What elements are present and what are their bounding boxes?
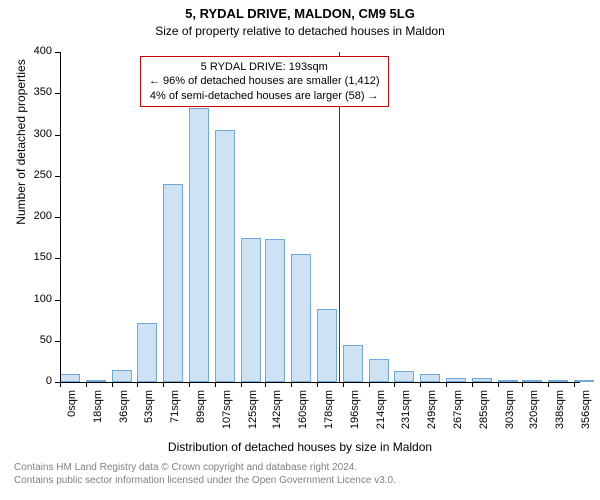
y-tick-label: 50 xyxy=(0,334,52,346)
y-tick xyxy=(55,135,60,136)
footer-line: Contains HM Land Registry data © Crown c… xyxy=(14,462,357,473)
y-tick xyxy=(55,93,60,94)
y-tick-label: 0 xyxy=(0,375,52,387)
x-tick xyxy=(137,382,138,387)
y-tick xyxy=(55,341,60,342)
x-tick xyxy=(189,382,190,387)
footer-line: Contains public sector information licen… xyxy=(14,475,396,486)
histogram-bar xyxy=(215,130,235,382)
histogram-bar xyxy=(317,309,337,382)
y-axis-label: Number of detached properties xyxy=(14,0,28,307)
y-tick xyxy=(55,258,60,259)
x-tick xyxy=(420,382,421,387)
chart-subtitle: Size of property relative to detached ho… xyxy=(0,24,600,38)
annotation-line: ← 96% of detached houses are smaller (1,… xyxy=(149,74,380,88)
histogram-bar xyxy=(420,374,440,382)
x-tick xyxy=(163,382,164,387)
x-tick xyxy=(498,382,499,387)
histogram-bar xyxy=(137,323,157,382)
histogram-bar xyxy=(291,254,311,382)
x-tick xyxy=(548,382,549,387)
x-tick xyxy=(291,382,292,387)
x-tick xyxy=(265,382,266,387)
y-tick xyxy=(55,176,60,177)
y-axis xyxy=(60,52,61,382)
x-tick xyxy=(112,382,113,387)
y-tick xyxy=(55,217,60,218)
y-tick xyxy=(55,300,60,301)
annotation-box: 5 RYDAL DRIVE: 193sqm← 96% of detached h… xyxy=(140,56,389,107)
x-tick xyxy=(317,382,318,387)
x-tick xyxy=(86,382,87,387)
x-axis-label: Distribution of detached houses by size … xyxy=(0,440,600,454)
x-tick xyxy=(343,382,344,387)
x-tick xyxy=(394,382,395,387)
annotation-line: 4% of semi-detached houses are larger (5… xyxy=(149,89,380,103)
histogram-bar xyxy=(163,184,183,382)
x-tick xyxy=(472,382,473,387)
histogram-chart: 5, RYDAL DRIVE, MALDON, CM9 5LG Size of p… xyxy=(0,0,600,500)
histogram-bar xyxy=(241,238,261,382)
histogram-bar xyxy=(265,239,285,382)
x-tick xyxy=(574,382,575,387)
y-tick xyxy=(55,52,60,53)
histogram-bar xyxy=(60,374,80,382)
x-tick xyxy=(522,382,523,387)
histogram-bar xyxy=(394,371,414,382)
x-tick xyxy=(60,382,61,387)
x-tick xyxy=(369,382,370,387)
chart-title: 5, RYDAL DRIVE, MALDON, CM9 5LG xyxy=(0,6,600,21)
histogram-bar xyxy=(369,359,389,382)
x-axis xyxy=(60,382,580,383)
x-tick xyxy=(241,382,242,387)
x-tick xyxy=(446,382,447,387)
annotation-line: 5 RYDAL DRIVE: 193sqm xyxy=(149,60,380,74)
histogram-bar xyxy=(343,345,363,382)
histogram-bar xyxy=(189,108,209,382)
x-tick xyxy=(215,382,216,387)
histogram-bar xyxy=(112,370,132,382)
